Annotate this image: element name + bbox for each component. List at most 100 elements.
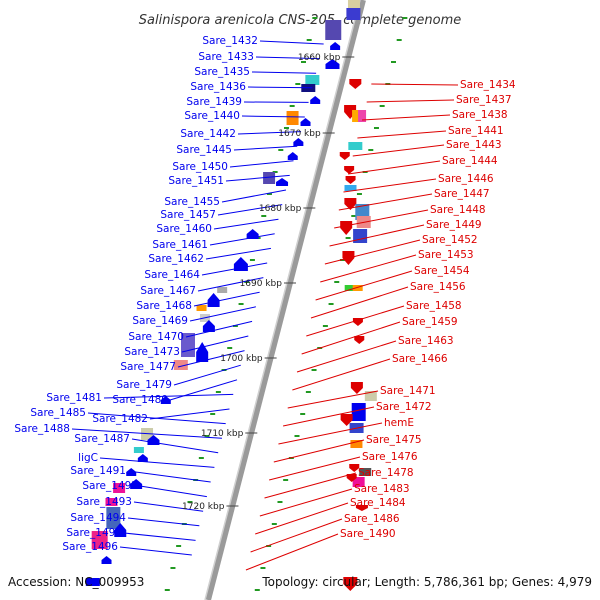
leader-line: [292, 358, 391, 391]
gene-label-reverse[interactable]: Sare_1476: [362, 451, 418, 463]
gene-label-forward[interactable]: Sare_1481: [46, 392, 102, 404]
gene-label-forward[interactable]: Sare_1494: [70, 512, 126, 524]
gene-label-forward[interactable]: Sare_1470: [128, 331, 184, 343]
gene-feature: [353, 229, 368, 243]
gene-label-forward[interactable]: Sare_1485: [30, 407, 86, 419]
leader-line: [133, 501, 204, 512]
gene-arrow: [137, 454, 148, 462]
leader-line: [352, 144, 445, 157]
gene-label-reverse[interactable]: Sare_1448: [430, 204, 486, 216]
gene-label-reverse[interactable]: Sare_1484: [350, 497, 406, 509]
gene-label-reverse[interactable]: Sare_1483: [354, 483, 410, 495]
gene-feature: [263, 172, 276, 184]
gene-label-forward[interactable]: Sare_1455: [164, 196, 220, 208]
gene-label-reverse[interactable]: Sare_1475: [366, 434, 422, 446]
gene-label-reverse[interactable]: Sare_1452: [422, 234, 478, 246]
topology-text: Topology: circular; Length: 5,786,361 bp…: [261, 575, 592, 589]
gene-label-forward[interactable]: Sare_1464: [144, 269, 200, 281]
gene-feature: [348, 142, 363, 150]
gene-label-reverse[interactable]: Sare_1441: [448, 125, 504, 137]
gene-label-forward[interactable]: Sare_1480: [112, 394, 168, 406]
leader-line: [127, 517, 200, 527]
gene-label-forward[interactable]: Sare_1496: [62, 541, 118, 553]
gene-label-reverse[interactable]: Sare_1472: [376, 401, 432, 413]
gene-label-forward[interactable]: ligC: [78, 452, 98, 464]
gene-arrow: [340, 414, 353, 426]
gene-label-reverse[interactable]: Sare_1438: [452, 109, 508, 121]
gene-label-forward[interactable]: Sare_1450: [172, 161, 228, 173]
gene-label-forward[interactable]: Sare_1495: [66, 527, 122, 539]
gene-label-forward[interactable]: Sare_1440: [184, 110, 240, 122]
gene-label-forward[interactable]: Sare_1487: [74, 433, 130, 445]
leader-line: [123, 532, 196, 541]
gene-label-reverse[interactable]: Sare_1459: [402, 316, 458, 328]
gene-label-forward[interactable]: Sare_1462: [148, 253, 204, 265]
gene-arrow: [114, 523, 127, 537]
gene-feature: [364, 391, 377, 401]
gene-label-reverse[interactable]: Sare_1444: [442, 155, 498, 167]
gene-label-reverse[interactable]: Sare_1490: [340, 528, 396, 540]
gene-label-reverse[interactable]: Sare_1437: [456, 94, 512, 106]
leader-line: [197, 277, 264, 292]
gene-label-forward[interactable]: Sare_1491: [70, 465, 126, 477]
gene-arrow: [325, 59, 340, 69]
gene-label-forward[interactable]: Sare_1488: [14, 423, 70, 435]
gene-label-reverse[interactable]: Sare_1447: [434, 188, 490, 200]
gene-label-reverse[interactable]: Sare_1453: [418, 249, 474, 261]
gene-label-forward[interactable]: Sare_1460: [156, 223, 212, 235]
gene-label-forward[interactable]: Sare_1457: [160, 209, 216, 221]
gene-label-forward[interactable]: Sare_1473: [124, 346, 180, 358]
gene-label-forward[interactable]: Sare_1445: [176, 144, 232, 156]
gene-label-forward[interactable]: Sare_1467: [140, 285, 196, 297]
gene-label-reverse[interactable]: Sare_1463: [398, 335, 454, 347]
leader-line: [296, 340, 397, 373]
leader-line: [357, 130, 447, 139]
gene-label-forward[interactable]: Sare_1469: [132, 315, 188, 327]
gene-label-reverse[interactable]: Sare_1456: [410, 281, 466, 293]
gene-label-forward[interactable]: Sare_1439: [186, 96, 242, 108]
gene-feature: [351, 403, 366, 421]
gene-label-forward[interactable]: Sare_1451: [168, 175, 224, 187]
leader-line: [310, 286, 409, 319]
gene-label-forward[interactable]: Sare_1435: [194, 66, 250, 78]
gene-label-forward[interactable]: Sare_1442: [180, 128, 236, 140]
gene-label-reverse[interactable]: Sare_1458: [406, 300, 462, 312]
gene-label-forward[interactable]: Sare_1492: [82, 480, 138, 492]
leader-line: [324, 239, 421, 265]
leader-line: [233, 145, 298, 151]
gene-label-reverse[interactable]: Sare_1454: [414, 265, 470, 277]
gene-label-forward[interactable]: Sare_1433: [198, 51, 254, 63]
gene-arrow: [196, 342, 209, 362]
gene-label-reverse[interactable]: Sare_1471: [380, 385, 436, 397]
gene-label-forward[interactable]: Sare_1461: [152, 239, 208, 251]
gene-label-reverse[interactable]: Sare_1478: [358, 467, 414, 479]
leader-line: [139, 485, 207, 498]
gene-arrow: [344, 166, 355, 174]
gene-arrow: [352, 318, 363, 326]
leader-line: [251, 71, 317, 74]
gene-label-forward[interactable]: Sare_1432: [202, 35, 258, 47]
gene-label-forward[interactable]: Sare_1479: [116, 379, 172, 391]
gene-label-forward[interactable]: Sare_1436: [190, 81, 246, 93]
leader-line: [366, 99, 455, 103]
map-title: Salinispora arenicola CNS-205, complete …: [139, 13, 461, 28]
gene-labels: Sare_1432 Sare_1433 Sare_1435 Sare_1436 Sare…: [14, 35, 516, 553]
gene-label-reverse[interactable]: hemE: [384, 417, 414, 429]
gene-arrow: [160, 396, 171, 404]
gene-label-forward[interactable]: Sare_1482: [92, 413, 148, 425]
gene-label-forward[interactable]: Sare_1493: [76, 496, 132, 508]
gene-label-reverse[interactable]: Sare_1466: [392, 353, 448, 365]
gene-label-reverse[interactable]: Sare_1434: [460, 79, 516, 91]
gene-arrow: [246, 229, 259, 239]
leader-line: [287, 390, 379, 409]
gene-label-reverse[interactable]: Sare_1486: [344, 513, 400, 525]
gene-arrow: [276, 178, 289, 186]
leader-line: [250, 518, 343, 553]
gene-label-forward[interactable]: Sare_1468: [136, 300, 192, 312]
gene-label-reverse[interactable]: Sare_1446: [438, 173, 494, 185]
leader-line: [306, 305, 405, 337]
gene-label-reverse[interactable]: Sare_1449: [426, 219, 482, 231]
gene-label-forward[interactable]: Sare_1477: [120, 361, 176, 373]
gene-label-reverse[interactable]: Sare_1443: [446, 139, 502, 151]
